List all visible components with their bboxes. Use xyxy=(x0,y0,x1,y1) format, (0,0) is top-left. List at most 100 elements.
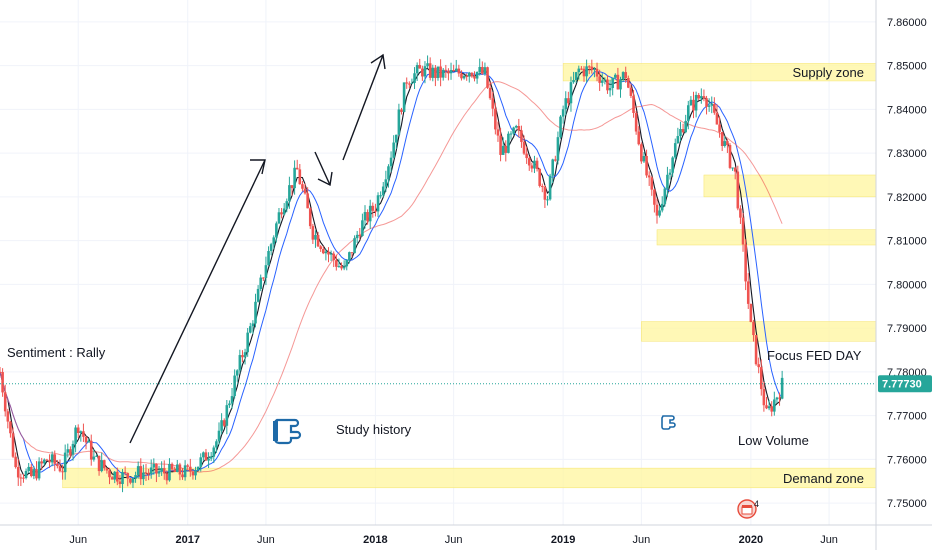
candle-body xyxy=(235,370,239,376)
candle-body xyxy=(770,406,774,412)
candle-body xyxy=(408,83,411,85)
candle-body xyxy=(285,201,289,209)
candle-body xyxy=(149,467,153,474)
time-tick-label: Jun xyxy=(257,534,275,546)
candle-body xyxy=(590,66,594,70)
candle-body xyxy=(24,470,28,478)
trend-arrow-1[interactable] xyxy=(129,159,266,444)
candle-body xyxy=(647,175,651,178)
candle-body xyxy=(527,158,531,166)
candle-body xyxy=(29,466,33,477)
annotation-focus-fed-day[interactable]: Focus FED DAY xyxy=(767,348,862,363)
candle-body xyxy=(494,108,497,130)
candle-body xyxy=(671,157,674,173)
candle-body xyxy=(381,186,385,196)
pointing-hand-icon[interactable] xyxy=(273,418,302,445)
candle-body xyxy=(679,129,682,137)
candle-body xyxy=(160,468,163,472)
zone-labels: Supply zone Demand zone xyxy=(783,65,864,486)
candle-body xyxy=(561,109,565,117)
candle-body xyxy=(773,399,776,412)
candle-body xyxy=(222,420,226,426)
candle-body xyxy=(522,141,526,154)
time-tick-label: Jun xyxy=(69,534,87,546)
candle-body xyxy=(19,477,23,479)
candle-body xyxy=(345,259,349,267)
time-tick-label: 2019 xyxy=(551,534,575,546)
candle-body xyxy=(525,153,528,159)
zone-label: Supply zone xyxy=(792,65,864,80)
candle-body xyxy=(230,396,234,404)
candle-body xyxy=(608,88,612,91)
candle-body xyxy=(350,252,354,254)
candle-body xyxy=(600,80,604,83)
candle-body xyxy=(507,133,510,153)
annotation-low-volume[interactable]: Low Volume xyxy=(738,433,809,448)
candle-body xyxy=(0,371,2,373)
candle-body xyxy=(501,145,505,155)
candle-body xyxy=(394,134,398,143)
candle-body xyxy=(700,96,703,99)
candle-body xyxy=(653,189,656,205)
candle-body xyxy=(666,174,669,189)
candle-body xyxy=(645,156,648,176)
trend-arrow-3[interactable] xyxy=(342,54,384,161)
annotation-sentiment[interactable]: Sentiment : Rally xyxy=(7,345,106,360)
price-zone[interactable] xyxy=(656,229,877,246)
candle-body xyxy=(413,73,416,83)
candle-body xyxy=(619,79,622,90)
price-tick-label: 7.83000 xyxy=(887,148,927,160)
candle-body xyxy=(475,72,479,79)
candle-body xyxy=(428,63,432,78)
price-tick-label: 7.75000 xyxy=(887,498,927,510)
candle-body xyxy=(361,220,364,236)
candle-body xyxy=(496,129,500,136)
price-axis[interactable]: 7.86000 7.85000 7.84000 7.83000 7.82000 7.810… xyxy=(887,17,927,510)
candle-body xyxy=(329,253,333,255)
price-tick-label: 7.77000 xyxy=(887,411,927,423)
candle-body xyxy=(71,443,75,455)
pointing-hand-small-icon[interactable] xyxy=(661,415,676,430)
candle-body xyxy=(616,74,620,90)
annotation-study-history[interactable]: Study history xyxy=(336,422,412,437)
candle-body xyxy=(126,473,130,479)
candle-body xyxy=(402,82,406,112)
candle-body xyxy=(74,427,77,444)
candle-body xyxy=(355,234,359,239)
candle-body xyxy=(405,82,409,84)
candle-body xyxy=(673,143,677,158)
candle-body xyxy=(564,98,568,110)
candle-body xyxy=(389,157,393,167)
candle-body xyxy=(152,463,156,468)
price-zone[interactable] xyxy=(641,321,877,342)
candle-body xyxy=(131,478,135,483)
candle-body xyxy=(582,68,586,77)
time-axis[interactable]: Jun 2017 Jun 2018 Jun 2019 Jun 2020 Jun xyxy=(69,534,838,546)
candle-body xyxy=(739,208,742,218)
candle-body xyxy=(627,78,630,88)
candle-body xyxy=(759,367,763,390)
candle-body xyxy=(611,77,614,89)
candle-body xyxy=(374,210,377,212)
candle-body xyxy=(178,464,182,475)
candle-body xyxy=(233,375,236,397)
price-zone[interactable] xyxy=(703,174,877,198)
trend-arrow-2[interactable] xyxy=(314,151,331,186)
candle-body xyxy=(470,72,474,77)
candle-body xyxy=(460,73,463,79)
candle-body xyxy=(123,471,127,474)
candle-body xyxy=(533,160,536,169)
candle-body xyxy=(741,217,745,245)
candle-body xyxy=(767,406,771,409)
candle-body xyxy=(483,67,487,74)
candle-body xyxy=(238,355,242,371)
calendar-event-icon[interactable]: 4 xyxy=(737,499,759,519)
moving-averages xyxy=(0,67,783,480)
candle-body xyxy=(175,464,179,473)
candle-body xyxy=(530,165,534,169)
candle-body xyxy=(209,456,213,459)
candle-body xyxy=(102,460,106,469)
